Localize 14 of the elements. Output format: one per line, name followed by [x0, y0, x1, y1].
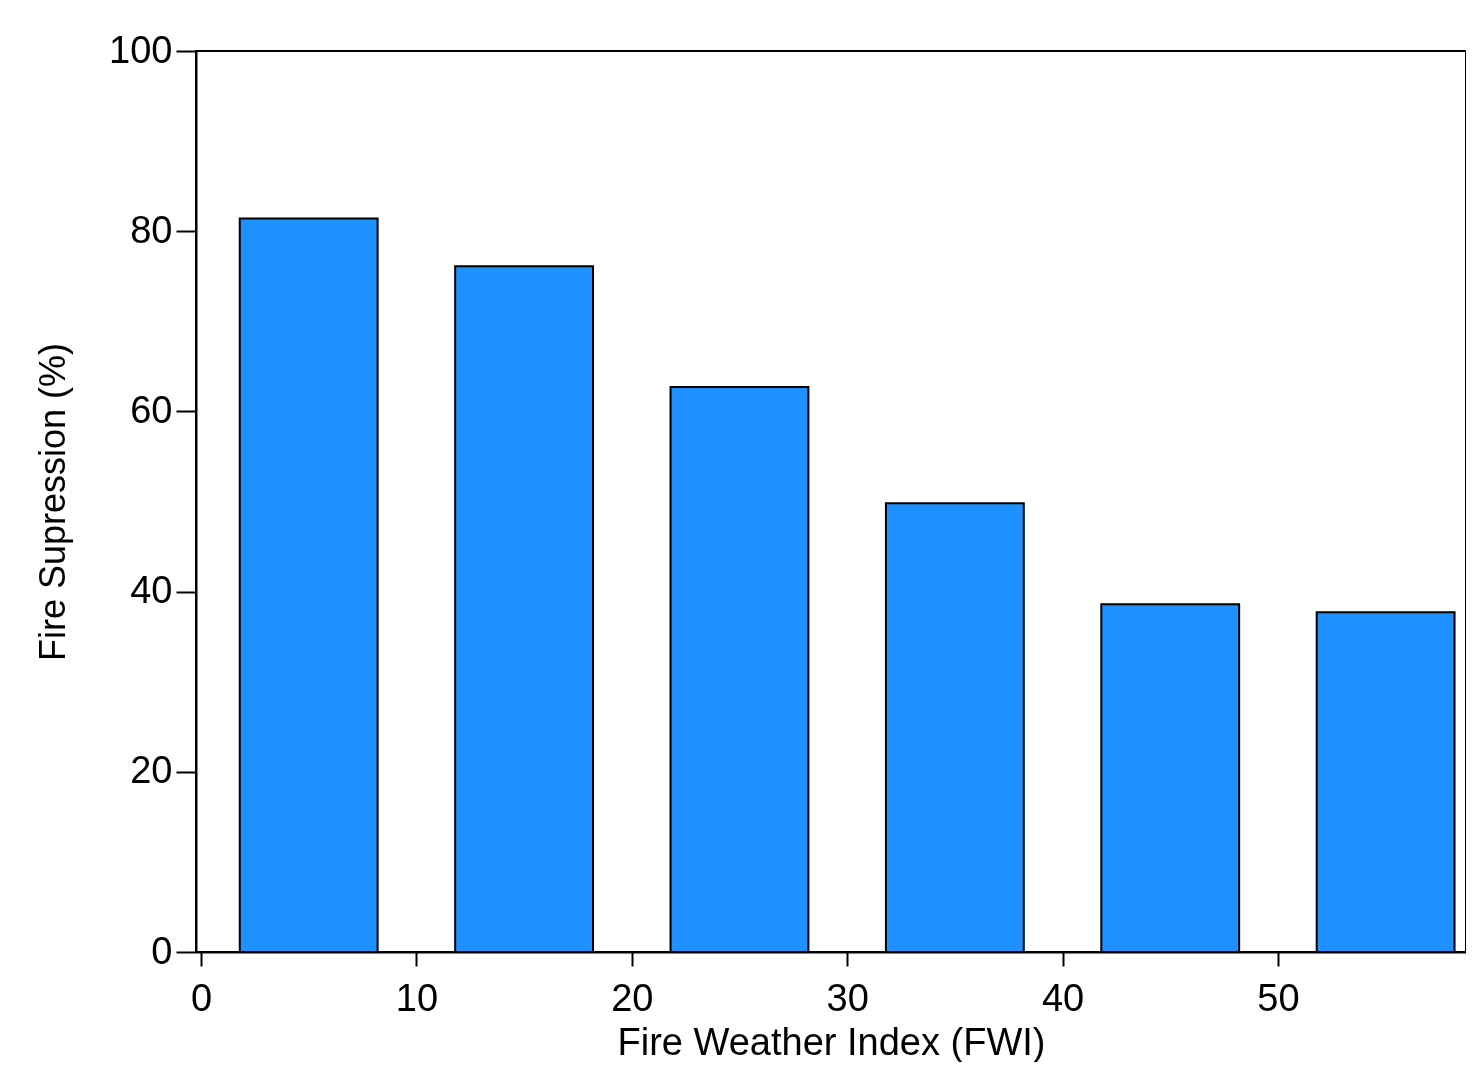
x-tick-label: 10 — [395, 976, 439, 1019]
y-tick-label: 60 — [130, 388, 173, 431]
x-tick-label: 30 — [826, 976, 869, 1019]
x-tick-label: 20 — [611, 976, 654, 1019]
y-tick-label: 20 — [130, 749, 173, 792]
x-tick-label: 40 — [1041, 976, 1085, 1019]
y-tick-label: 100 — [109, 28, 173, 71]
x-tick-label: 0 — [190, 976, 213, 1019]
x-axis-title: Fire Weather Index (FWI) — [617, 1020, 1046, 1063]
y-tick-label: 0 — [151, 929, 173, 972]
y-axis-title: Fire Supression (%) — [32, 342, 74, 662]
y-tick-label: 40 — [130, 569, 173, 612]
y-tick-label: 80 — [130, 208, 173, 251]
x-tick-label: 50 — [1257, 976, 1300, 1019]
